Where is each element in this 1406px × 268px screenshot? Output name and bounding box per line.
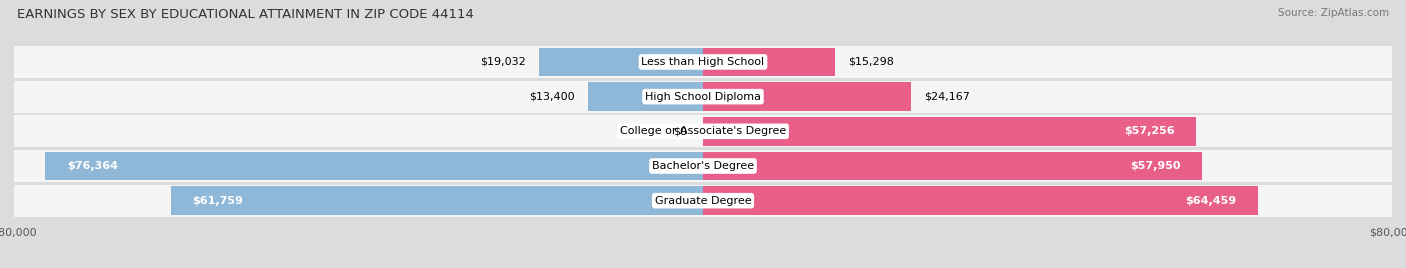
Text: $57,950: $57,950: [1130, 161, 1181, 171]
Bar: [45, 152, 703, 180]
Text: $76,364: $76,364: [67, 161, 118, 171]
Bar: [14, 150, 1392, 182]
Bar: [703, 48, 835, 76]
Text: $0: $0: [673, 126, 688, 136]
Text: EARNINGS BY SEX BY EDUCATIONAL ATTAINMENT IN ZIP CODE 44114: EARNINGS BY SEX BY EDUCATIONAL ATTAINMEN…: [17, 8, 474, 21]
Bar: [14, 46, 1392, 78]
Text: Less than High School: Less than High School: [641, 57, 765, 67]
Bar: [703, 152, 1202, 180]
Text: $64,459: $64,459: [1185, 196, 1236, 206]
Text: High School Diploma: High School Diploma: [645, 92, 761, 102]
Bar: [172, 187, 703, 215]
Text: $13,400: $13,400: [529, 92, 575, 102]
Text: College or Associate's Degree: College or Associate's Degree: [620, 126, 786, 136]
Bar: [14, 81, 1392, 113]
Text: $24,167: $24,167: [924, 92, 970, 102]
Text: $19,032: $19,032: [481, 57, 526, 67]
Text: $57,256: $57,256: [1123, 126, 1174, 136]
Bar: [703, 187, 1258, 215]
Bar: [14, 185, 1392, 217]
Bar: [703, 83, 911, 111]
Text: Source: ZipAtlas.com: Source: ZipAtlas.com: [1278, 8, 1389, 18]
Bar: [588, 83, 703, 111]
Bar: [703, 117, 1197, 146]
Text: $61,759: $61,759: [193, 196, 243, 206]
Text: $15,298: $15,298: [848, 57, 894, 67]
Text: Graduate Degree: Graduate Degree: [655, 196, 751, 206]
Text: Bachelor's Degree: Bachelor's Degree: [652, 161, 754, 171]
Bar: [14, 115, 1392, 147]
Bar: [538, 48, 703, 76]
